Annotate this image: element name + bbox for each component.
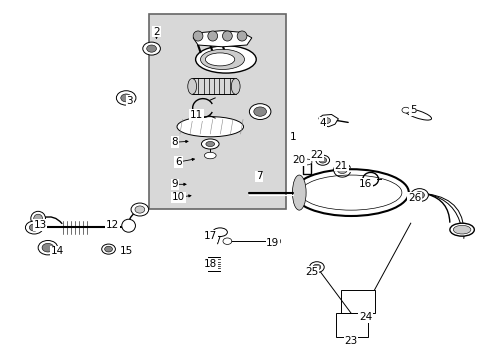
Bar: [191, 78, 235, 94]
Ellipse shape: [135, 206, 144, 213]
Ellipse shape: [318, 157, 326, 163]
Ellipse shape: [222, 31, 232, 41]
Bar: [336, 313, 367, 337]
Ellipse shape: [449, 223, 473, 236]
Text: 24: 24: [358, 312, 372, 322]
Ellipse shape: [212, 228, 227, 237]
Ellipse shape: [293, 169, 408, 216]
Ellipse shape: [237, 31, 246, 41]
Ellipse shape: [121, 94, 131, 102]
Polygon shape: [318, 114, 338, 127]
Ellipse shape: [177, 117, 243, 137]
Polygon shape: [193, 31, 251, 47]
Text: 4: 4: [319, 118, 325, 128]
Ellipse shape: [104, 246, 112, 252]
Ellipse shape: [34, 214, 42, 223]
Ellipse shape: [25, 221, 43, 234]
Text: 6: 6: [175, 157, 182, 167]
Ellipse shape: [302, 159, 311, 165]
Ellipse shape: [193, 31, 203, 41]
Ellipse shape: [142, 42, 160, 55]
Text: 15: 15: [119, 246, 133, 256]
Ellipse shape: [410, 189, 427, 202]
Ellipse shape: [231, 78, 240, 94]
Ellipse shape: [414, 192, 424, 199]
Ellipse shape: [452, 225, 470, 234]
Ellipse shape: [401, 107, 409, 113]
Text: 3: 3: [126, 96, 133, 106]
Text: 25: 25: [305, 267, 318, 277]
Text: 10: 10: [172, 192, 184, 202]
Ellipse shape: [253, 107, 266, 116]
Text: 12: 12: [105, 220, 119, 230]
Ellipse shape: [31, 211, 45, 226]
Text: 13: 13: [33, 220, 47, 230]
Text: 26: 26: [407, 193, 421, 203]
Ellipse shape: [223, 238, 231, 244]
Ellipse shape: [292, 175, 305, 210]
Ellipse shape: [322, 118, 330, 123]
Text: 17: 17: [203, 231, 217, 241]
Ellipse shape: [404, 109, 431, 120]
Text: 23: 23: [344, 336, 357, 346]
Ellipse shape: [337, 166, 346, 174]
Text: 20: 20: [292, 155, 305, 165]
Ellipse shape: [249, 104, 270, 120]
Ellipse shape: [187, 78, 196, 94]
Ellipse shape: [315, 155, 329, 165]
Ellipse shape: [204, 152, 216, 159]
Ellipse shape: [195, 46, 256, 73]
Text: 11: 11: [189, 110, 203, 120]
Ellipse shape: [207, 31, 217, 41]
Ellipse shape: [271, 238, 280, 244]
Text: 8: 8: [171, 137, 178, 147]
Ellipse shape: [29, 224, 39, 231]
Text: 22: 22: [309, 150, 323, 160]
Bar: [341, 290, 374, 313]
Ellipse shape: [146, 45, 156, 52]
Text: 2: 2: [153, 27, 160, 37]
Ellipse shape: [312, 264, 320, 270]
Ellipse shape: [102, 244, 115, 254]
Text: 16: 16: [358, 179, 372, 189]
Ellipse shape: [122, 219, 135, 232]
Ellipse shape: [116, 91, 136, 105]
Ellipse shape: [205, 141, 214, 147]
Text: 1: 1: [289, 132, 296, 142]
Text: 14: 14: [51, 246, 64, 256]
Ellipse shape: [309, 262, 324, 273]
Ellipse shape: [200, 49, 244, 69]
Text: 5: 5: [409, 105, 416, 115]
Text: 7: 7: [255, 171, 262, 181]
Ellipse shape: [205, 53, 234, 66]
Ellipse shape: [131, 203, 148, 216]
Ellipse shape: [201, 139, 219, 149]
Text: 9: 9: [171, 179, 178, 189]
Text: 19: 19: [265, 238, 279, 248]
Text: 18: 18: [203, 258, 217, 269]
Ellipse shape: [38, 240, 58, 255]
FancyBboxPatch shape: [149, 14, 285, 209]
Text: 21: 21: [334, 161, 347, 171]
Ellipse shape: [42, 243, 54, 252]
